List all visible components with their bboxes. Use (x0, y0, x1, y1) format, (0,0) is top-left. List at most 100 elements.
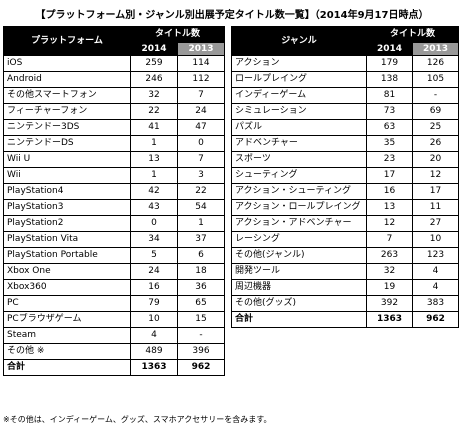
row-label: その他(グッズ) (231, 295, 367, 312)
row-label: PC (3, 295, 131, 312)
table-row: PlayStation Vita 34 37 (3, 231, 226, 248)
total-2013: 962 (411, 311, 460, 328)
value-2014: 43 (130, 199, 178, 216)
value-2014: 259 (130, 55, 178, 72)
value-2013: 36 (176, 279, 226, 296)
value-2013: 112 (176, 71, 226, 88)
row-label: レーシング (231, 231, 367, 248)
value-2013: 383 (411, 295, 460, 312)
value-2014: 13 (130, 151, 178, 168)
genre-table: ジャンル タイトル数 2014 2013 アクション 179 126 ロールプレイング… (231, 26, 460, 328)
table-row: ニンテンドーDS 1 0 (3, 135, 226, 152)
value-2014: 1 (130, 135, 178, 152)
value-2014: 35 (366, 135, 413, 152)
value-2014: 13 (366, 199, 413, 216)
total-2014: 1363 (366, 311, 413, 328)
total-2013: 962 (176, 359, 226, 376)
value-2013: 4 (411, 279, 460, 296)
row-label: ロールプレイング (231, 71, 367, 88)
row-label: Steam (3, 327, 131, 344)
genre-header: ジャンル (231, 26, 367, 56)
title-count-header: タイトル数 (129, 26, 226, 43)
row-label: インディーゲーム (231, 87, 367, 104)
row-label: PlayStation4 (3, 183, 131, 200)
value-2013: 25 (411, 119, 460, 136)
table-row: Wii 1 3 (3, 167, 226, 184)
table-row: ロールプレイング 138 105 (231, 71, 460, 88)
year-2014-header: 2014 (366, 42, 413, 56)
value-2014: 0 (130, 215, 178, 232)
value-2014: 16 (366, 183, 413, 200)
row-label: スポーツ (231, 151, 367, 168)
row-label: PlayStation3 (3, 199, 131, 216)
row-label: Wii U (3, 151, 131, 168)
table-row: インディーゲーム 81- (231, 87, 460, 104)
value-2013: 24 (176, 103, 226, 120)
table-row: その他(グッズ) 392 383 (231, 295, 460, 312)
value-2014: 63 (366, 119, 413, 136)
table-row: その他スマートフォン 32 7 (3, 87, 226, 104)
table-row: PlayStation4 42 22 (3, 183, 226, 200)
value-2014: 32 (130, 87, 178, 104)
value-2014: 12 (366, 215, 413, 232)
value-2013: 114 (176, 55, 226, 72)
value-2013: 27 (411, 215, 460, 232)
row-label: iOS (3, 55, 131, 72)
row-label: ニンテンドーDS (3, 135, 131, 152)
value-2013: 7 (176, 87, 226, 104)
value-2014: 489 (130, 343, 178, 360)
total-row: 合計 1363 962 (231, 311, 460, 328)
value-2014: 17 (366, 167, 413, 184)
row-label: シミュレーション (231, 103, 367, 120)
value-2013: 3 (176, 167, 226, 184)
value-2014: 16 (130, 279, 178, 296)
year-2013-header: 2013 (176, 42, 226, 56)
value-2013: 37 (176, 231, 226, 248)
table-row: アドベンチャー 35 26 (231, 135, 460, 152)
row-label: アドベンチャー (231, 135, 367, 152)
row-label: PCブラウザゲーム (3, 311, 131, 328)
value-2014: 23 (366, 151, 413, 168)
row-label: アクション・ロールプレイング (231, 199, 367, 216)
total-row: 合計 1363 962 (3, 359, 226, 376)
table-row: スポーツ 23 20 (231, 151, 460, 168)
table-row: アクション・ロールプレイング 13 11 (231, 199, 460, 216)
table-row: Xbox One 24 18 (3, 263, 226, 280)
table-row: フィーチャーフォン 22 24 (3, 103, 226, 120)
value-2013: 15 (176, 311, 226, 328)
title-count-header: タイトル数 (365, 26, 460, 43)
value-2014: 10 (130, 311, 178, 328)
row-label: アクション (231, 55, 367, 72)
value-2014: 79 (130, 295, 178, 312)
row-label: アクション・シューティング (231, 183, 367, 200)
total-label: 合計 (231, 311, 367, 328)
value-2013: 26 (411, 135, 460, 152)
value-2013: 18 (176, 263, 226, 280)
value-2014: 32 (366, 263, 413, 280)
value-2014: 42 (130, 183, 178, 200)
value-2014: 34 (130, 231, 178, 248)
table-row: シューティング 17 12 (231, 167, 460, 184)
table-row: Steam 4- (3, 327, 226, 344)
row-label: その他 ※ (3, 343, 131, 360)
row-label: PlayStation Vita (3, 231, 131, 248)
value-2013: 54 (176, 199, 226, 216)
value-2013: - (176, 327, 226, 344)
value-2013: 47 (176, 119, 226, 136)
year-2014-header: 2014 (130, 42, 178, 56)
footnote: ※その他は、インディーゲーム、グッズ、スマホアクセサリーを含みます。 (3, 415, 272, 424)
value-2014: 263 (366, 247, 413, 264)
platform-table: プラットフォーム タイトル数 2014 2013 iOS 259 114 Androi… (3, 26, 226, 376)
value-2013: 7 (176, 151, 226, 168)
table-row: Xbox360 16 36 (3, 279, 226, 296)
value-2014: 1 (130, 167, 178, 184)
value-2014: 5 (130, 247, 178, 264)
value-2013: 4 (411, 263, 460, 280)
value-2013: 22 (176, 183, 226, 200)
value-2014: 138 (366, 71, 413, 88)
value-2013: 105 (411, 71, 460, 88)
total-2014: 1363 (130, 359, 178, 376)
value-2013: 6 (176, 247, 226, 264)
table-row: アクション・シューティング 16 17 (231, 183, 460, 200)
value-2013: 123 (411, 247, 460, 264)
